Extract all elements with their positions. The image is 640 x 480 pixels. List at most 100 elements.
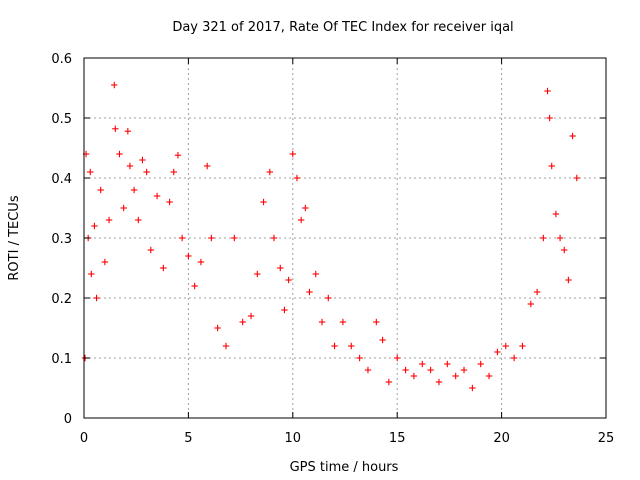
- data-point: [285, 276, 292, 284]
- data-point: [302, 204, 309, 212]
- data-point: [214, 324, 221, 332]
- ticks-layer: 0 5 10 15 20 25 0 0.1 0.2 0.3 0.4 0.5 0.6: [51, 52, 614, 446]
- data-point: [166, 198, 173, 206]
- data-point: [552, 210, 560, 218]
- data-point: [561, 246, 568, 254]
- data-point: [546, 114, 553, 122]
- data-point: [306, 288, 313, 296]
- data-point: [289, 150, 296, 158]
- data-point: [452, 372, 459, 380]
- data-point: [124, 128, 132, 135]
- data-point: [339, 318, 347, 326]
- data-point: [527, 300, 535, 308]
- y-tick-label: 0.5: [51, 112, 72, 127]
- x-tick-label: 10: [285, 431, 302, 446]
- data-point: [185, 252, 192, 260]
- data-point: [143, 168, 150, 176]
- chart-title: Day 321 of 2017, Rate Of TEC Index for r…: [172, 20, 513, 35]
- data-point: [410, 372, 418, 380]
- data-point: [312, 270, 319, 278]
- data-point: [178, 234, 186, 242]
- data-point: [139, 156, 146, 164]
- data-point: [126, 162, 134, 170]
- data-point: [270, 234, 278, 242]
- y-tick-label: 0.3: [51, 232, 72, 247]
- data-point: [485, 372, 493, 380]
- data-point: [88, 270, 95, 278]
- data-point: [494, 348, 501, 356]
- data-point: [356, 354, 363, 362]
- y-tick-label: 0: [64, 412, 72, 427]
- x-axis-label: GPS time / hours: [290, 460, 399, 475]
- data-point: [510, 354, 518, 362]
- data-point: [170, 168, 177, 176]
- data-point: [91, 222, 98, 230]
- data-point: [222, 342, 230, 350]
- y-tick-label: 0.2: [51, 292, 72, 307]
- data-point: [460, 366, 468, 374]
- x-tick-label: 0: [80, 431, 88, 446]
- data-point: [266, 168, 274, 176]
- data-point: [197, 258, 205, 266]
- data-point: [533, 288, 541, 296]
- data-point: [93, 294, 100, 302]
- data-point: [540, 234, 547, 242]
- data-point: [277, 264, 284, 272]
- data-point: [231, 234, 238, 242]
- data-point: [120, 204, 127, 212]
- data-point: [101, 258, 109, 266]
- data-point: [565, 276, 572, 284]
- data-point: [239, 318, 246, 326]
- y-axis-label: ROTI / TECUs: [7, 195, 22, 280]
- data-point: [112, 125, 119, 132]
- data-point: [191, 282, 198, 290]
- data-point: [573, 174, 580, 182]
- data-point: [477, 360, 484, 368]
- data-point: [325, 294, 332, 302]
- grid-layer: [84, 58, 606, 418]
- x-tick-label: 20: [493, 431, 510, 446]
- data-point: [402, 366, 409, 374]
- data-point: [297, 216, 305, 224]
- data-point: [419, 360, 426, 368]
- data-point: [135, 216, 142, 224]
- data-point: [548, 162, 555, 170]
- data-point: [556, 234, 564, 242]
- data-point: [427, 366, 434, 374]
- data-point: [502, 342, 509, 350]
- data-point: [147, 246, 155, 254]
- data-point: [435, 378, 443, 386]
- data-point: [203, 162, 211, 170]
- data-point: [87, 168, 94, 176]
- data-point: [260, 198, 267, 206]
- data-point: [116, 150, 123, 158]
- data-point: [254, 270, 261, 278]
- x-tick-label: 15: [389, 431, 406, 446]
- data-point: [208, 234, 215, 242]
- data-point: [293, 174, 301, 182]
- data-point: [394, 354, 401, 362]
- data-point: [519, 342, 526, 350]
- data-point: [247, 312, 255, 320]
- data-point: [331, 342, 338, 350]
- data-point: [318, 318, 326, 326]
- data-point: [385, 378, 393, 386]
- x-tick-label: 5: [184, 431, 192, 446]
- y-tick-label: 0.4: [51, 172, 72, 187]
- data-point: [160, 264, 167, 272]
- data-point: [569, 132, 576, 140]
- data-point: [153, 192, 161, 200]
- data-point: [281, 306, 288, 314]
- data-point: [130, 186, 138, 194]
- x-tick-label: 25: [598, 431, 615, 446]
- y-tick-label: 0.1: [51, 352, 72, 367]
- data-point: [111, 81, 118, 89]
- data-point: [373, 318, 380, 326]
- data-point: [544, 87, 551, 95]
- data-point: [469, 384, 476, 392]
- data-point: [348, 342, 355, 350]
- data-points-layer: [81, 81, 580, 392]
- data-point: [97, 186, 104, 194]
